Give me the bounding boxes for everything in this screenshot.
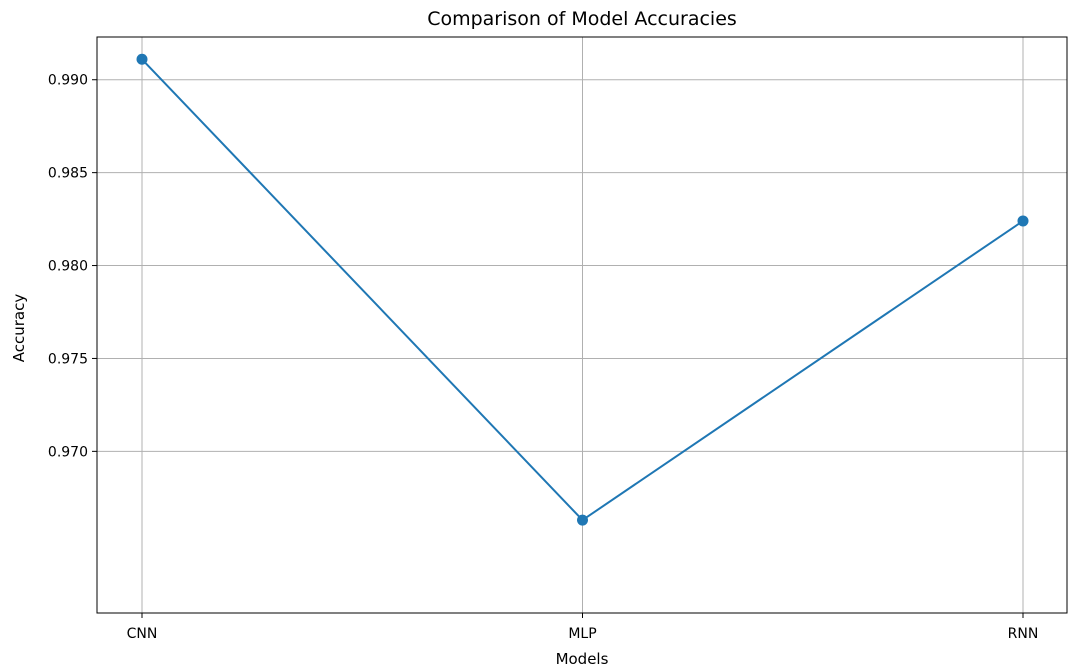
data-point-rnn: [1017, 215, 1029, 227]
y-tick-label: 0.990: [48, 73, 88, 89]
y-tick-label: 0.985: [48, 166, 88, 182]
x-tick-label: CNN: [127, 626, 158, 642]
grid: [97, 37, 1067, 613]
y-axis-label: Accuracy: [10, 294, 28, 363]
data-markers: [136, 53, 1029, 526]
chart-title: Comparison of Model Accuracies: [427, 8, 737, 30]
x-axis-ticks: CNN MLP RNN: [127, 613, 1039, 642]
x-tick-label: RNN: [1008, 626, 1039, 642]
y-tick-label: 0.980: [48, 259, 88, 275]
y-tick-label: 0.975: [48, 351, 88, 367]
x-tick-label: MLP: [568, 626, 596, 642]
y-axis-ticks: 0.970 0.975 0.980 0.985 0.990: [48, 73, 97, 460]
data-point-cnn: [136, 53, 148, 65]
y-tick-label: 0.970: [48, 444, 88, 460]
data-point-mlp: [577, 514, 588, 526]
x-axis-label: Models: [556, 650, 609, 668]
